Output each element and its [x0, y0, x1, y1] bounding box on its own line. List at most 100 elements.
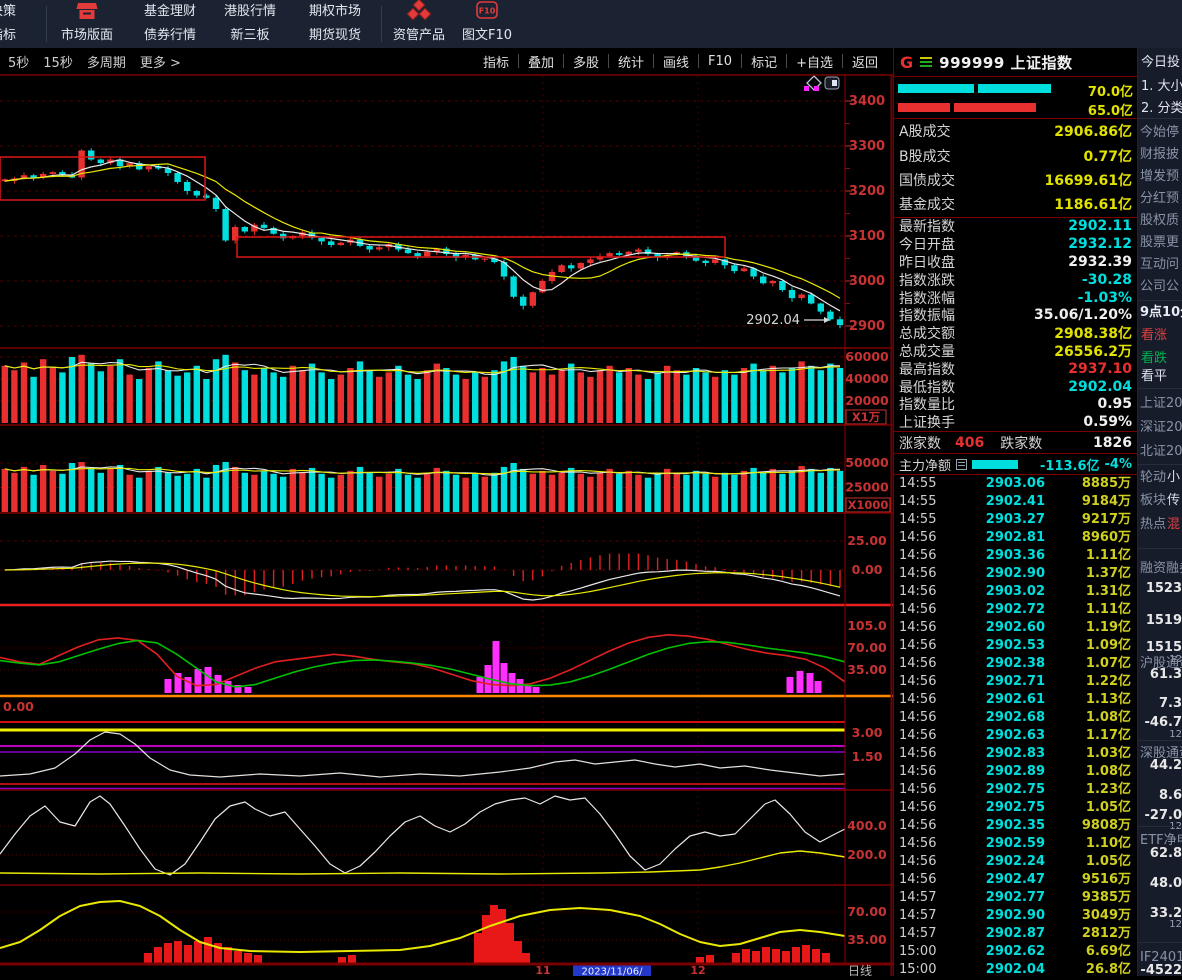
sidebar-item[interactable]: 股权质 [1140, 213, 1180, 228]
toolbar-divider [653, 54, 655, 68]
sidebar-item[interactable]: 增发预 [1140, 169, 1180, 184]
sidebar-item[interactable]: 沪股通资 [1140, 656, 1182, 671]
detail-doc-icon[interactable] [956, 458, 968, 470]
menu-item-hk[interactable]: 港股行情 [223, 4, 276, 19]
sidebar-item[interactable]: 融资融券 [1140, 561, 1182, 576]
tick-list[interactable]: 14:55 2903.06 8885万 14:55 2902.41 9184万 14:55 2… [894, 475, 1137, 976]
toolbar-button[interactable]: 标记 [751, 55, 778, 71]
menu-item-market-panel[interactable]: 市场版面 [55, 0, 119, 48]
sidebar-item[interactable]: 轮动 [1140, 470, 1167, 485]
toolbar-button[interactable]: 指标 [482, 55, 509, 71]
period-button[interactable]: 5秒 [8, 55, 30, 71]
toolbar-button[interactable]: 叠加 [527, 55, 554, 71]
tick-time: 15:00 [899, 962, 937, 976]
toolbar-divider [741, 54, 743, 68]
sidebar-item[interactable]: 分红预 [1140, 191, 1180, 206]
sidebar-divider [1138, 300, 1182, 301]
sidebar-item[interactable]: 热点 [1140, 517, 1167, 532]
menu-item-options[interactable]: 期权市场 [308, 4, 361, 19]
sidebar-item[interactable]: 板块 [1140, 493, 1167, 508]
sidebar-item[interactable]: 12 [1169, 729, 1182, 740]
chart-region[interactable]: 3400 3300 3200 3100 3000 2900 2902.04 60000 4000… [0, 74, 893, 978]
sidebar-item[interactable]: 北证20 [1140, 444, 1182, 459]
tick-row: 14:56 2902.83 1.03亿 [894, 745, 1137, 763]
quote-value: 26556.2万 [1054, 344, 1132, 361]
tick-volume: 1.22亿 [1085, 674, 1131, 690]
sidebar-item[interactable]: 2. 分类 [1141, 101, 1182, 116]
sidebar-item[interactable]: 看跌 [1141, 351, 1168, 366]
sidebar-item[interactable]: 12 [1169, 919, 1182, 930]
volume-pane-2: 50000 25000 X1000 [0, 455, 893, 514]
sidebar-item[interactable]: 看平 [1141, 369, 1168, 384]
quote-row: 昨日收盘 2932.39 [894, 253, 1137, 271]
sidebar-item[interactable]: 公司公 [1140, 279, 1180, 294]
tick-volume: 8885万 [1081, 476, 1131, 492]
toolbar-button[interactable]: +自选 [796, 55, 833, 71]
sidebar-item[interactable]: 44.2 [1149, 758, 1182, 773]
sidebar-item[interactable]: 小 [1167, 470, 1181, 485]
svg-text:0.00: 0.00 [3, 699, 34, 714]
quote-value: 2937.10 [1068, 360, 1132, 377]
main-force-label: 主力净额 [899, 458, 952, 474]
menu-item-f10[interactable]: F10 图文F10 [458, 0, 516, 48]
sidebar-item[interactable]: 8.6 [1158, 788, 1182, 803]
sidebar-item[interactable]: 61.3 [1149, 667, 1182, 682]
menu-item-bond[interactable]: 债券行情 [143, 28, 196, 43]
toolbar-button[interactable]: 画线 [663, 55, 690, 71]
sidebar-item[interactable]: 财报披 [1140, 147, 1180, 162]
menu-item-futures[interactable]: 期货现货 [308, 28, 361, 43]
sidebar-item[interactable]: 9点10分 [1140, 305, 1182, 320]
sidebar-item[interactable]: 12 [1169, 654, 1182, 665]
sidebar-item[interactable]: 互动问 [1140, 257, 1180, 272]
quote-row: 总成交额 2908.38亿 [894, 324, 1137, 342]
sidebar-item[interactable]: 1515 [1145, 640, 1182, 655]
sidebar-item[interactable]: -4522 [1140, 963, 1182, 976]
menu-item-decision[interactable]: 决策 [0, 4, 17, 19]
sidebar-item[interactable]: 1519 [1145, 613, 1182, 628]
sidebar-item[interactable]: 今始停 [1140, 125, 1180, 140]
sidebar-item[interactable]: 深证20 [1140, 420, 1182, 435]
quote-value: -1.03% [1077, 289, 1132, 306]
sidebar-item[interactable]: 上证20 [1140, 396, 1182, 411]
menu-item-asset-mgmt[interactable]: 资管产品 [390, 0, 448, 48]
g-badge[interactable]: G [900, 52, 914, 72]
quote-row: A股成交 2906.86亿 [894, 119, 1137, 143]
sidebar-item[interactable]: 混 [1167, 517, 1181, 532]
sidebar-item[interactable]: 看涨 [1141, 328, 1168, 343]
toolbar-button[interactable]: 多股 [572, 55, 599, 71]
chart-canvas[interactable]: 3400 3300 3200 3100 3000 2900 2902.04 60000 4000… [0, 74, 893, 978]
menu-item-indicator[interactable]: 指标 [0, 28, 17, 43]
svg-text:3000: 3000 [849, 274, 885, 289]
menu-item-fund[interactable]: 基金理财 [143, 4, 196, 19]
toolbar-button[interactable]: 统计 [618, 55, 645, 71]
sidebar-item[interactable]: ETF净申 [1140, 833, 1182, 848]
sidebar-item[interactable]: 7.3 [1158, 696, 1182, 711]
sidebar-item[interactable]: 深股通资 [1140, 746, 1182, 761]
sidebar-item[interactable]: 今日投 [1141, 55, 1181, 70]
sidebar-item[interactable]: 1. 大小 [1141, 79, 1182, 94]
quote-label: 昨日收盘 [899, 255, 955, 272]
tick-volume: 1.23亿 [1085, 782, 1131, 798]
sidebar-item[interactable]: 33.2 [1149, 906, 1182, 921]
period-button[interactable]: 多周期 [86, 55, 126, 71]
tick-time: 14:55 [899, 476, 937, 492]
sidebar-item[interactable]: 1523 [1145, 581, 1182, 596]
toolbar-button[interactable]: F10 [708, 53, 733, 69]
menu-item-neeq[interactable]: 新三板 [230, 28, 270, 43]
period-button[interactable]: 更多 > [139, 55, 181, 71]
sidebar-item[interactable]: 48.0 [1149, 876, 1182, 891]
toolbar-divider [698, 54, 700, 68]
sidebar-item[interactable]: 62.8 [1149, 846, 1182, 861]
sidebar-item[interactable]: -27.0 [1144, 808, 1182, 823]
svg-text:60000: 60000 [845, 349, 889, 364]
quote-value: 2908.38亿 [1054, 326, 1132, 343]
period-button[interactable]: 15秒 [43, 55, 73, 71]
sidebar-item[interactable]: 传 [1167, 493, 1181, 508]
sidebar-item[interactable]: -46.7 [1144, 715, 1182, 730]
sidebar-item[interactable]: IF2401净 [1140, 950, 1182, 965]
menu-burger-icon[interactable] [920, 55, 933, 69]
x-axis-strip: 11 12 2023/11/06/日线 [535, 964, 872, 978]
tick-time: 14:56 [899, 602, 937, 618]
toolbar-button[interactable]: 返回 [851, 55, 878, 71]
sidebar-item[interactable]: 股票更 [1140, 235, 1180, 250]
